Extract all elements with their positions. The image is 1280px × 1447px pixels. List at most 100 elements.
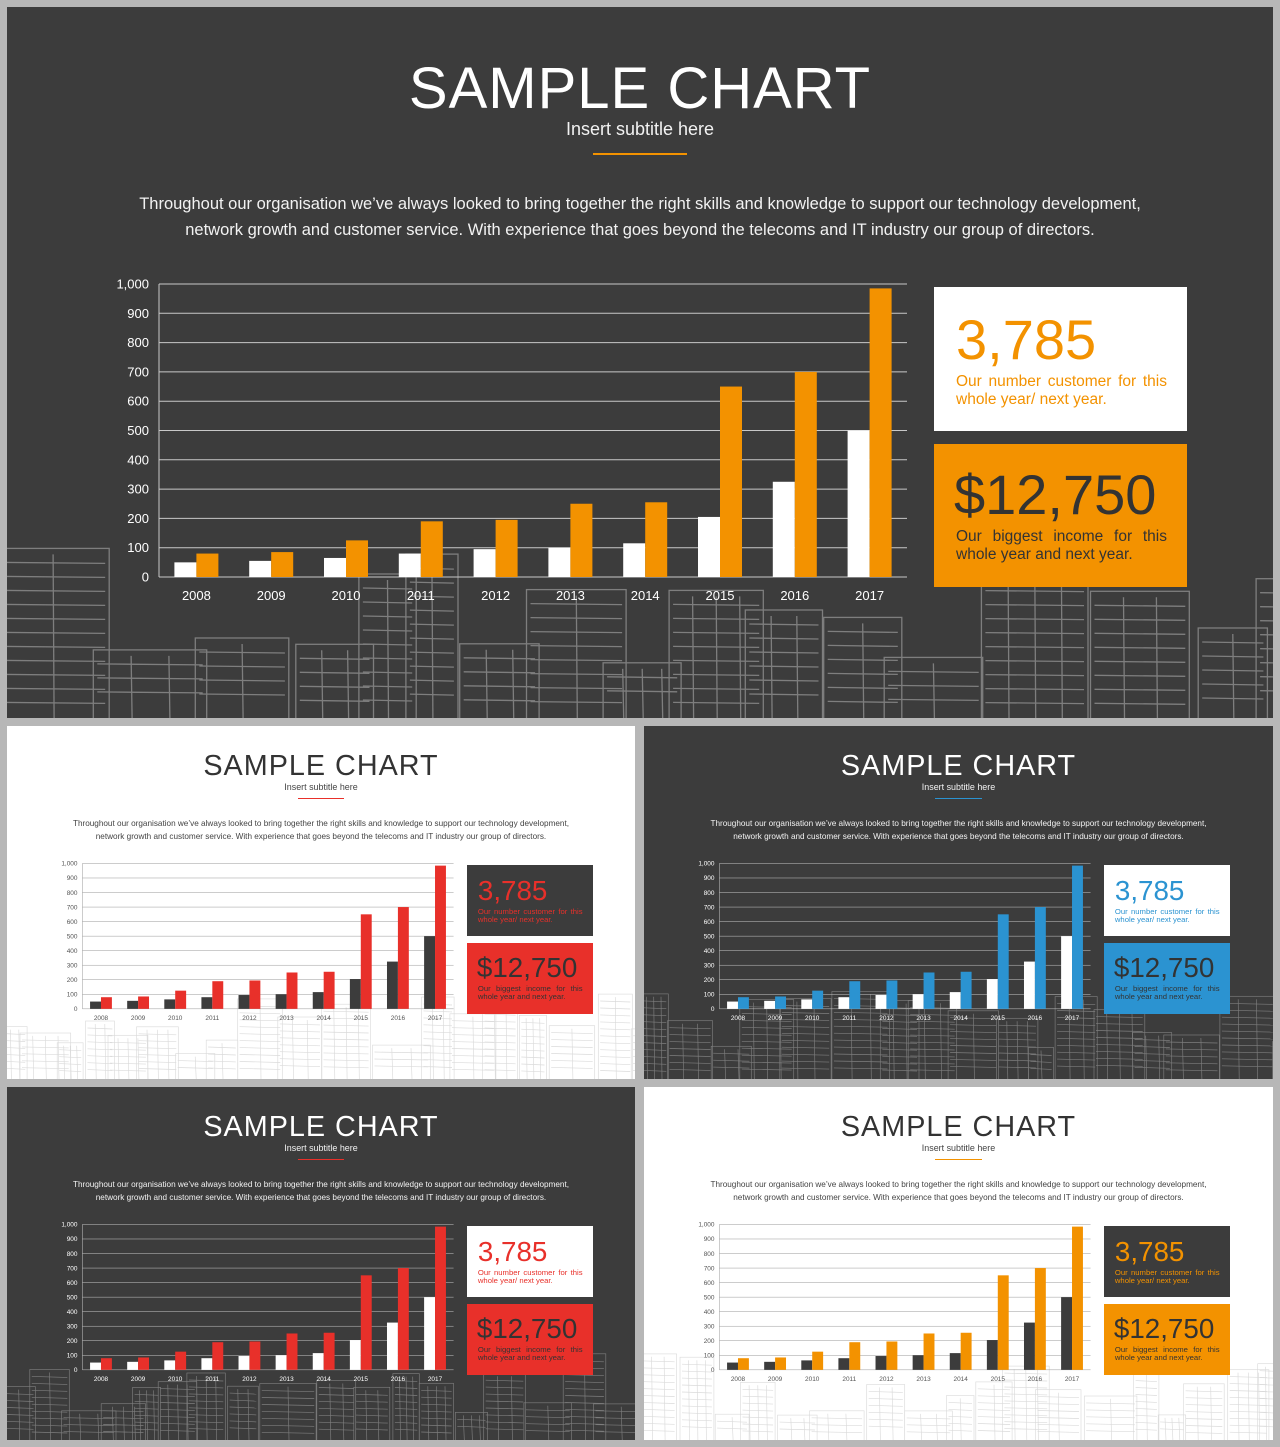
page-subtitle: Insert subtitle here [284, 781, 358, 792]
bar-series-1 [986, 979, 998, 1009]
stat-card-customers: 3,785 Our number customer for this whole … [466, 864, 593, 937]
bar-series-1 [201, 1358, 213, 1370]
slide-variant-dark-blue: 0 100 200 300 400 500 600 700 800 900 1,000 2008 200… [644, 726, 1273, 1079]
stat-card-customers: 3,785 Our number customer for this whole … [1103, 864, 1230, 937]
y-tick-label: 800 [127, 335, 149, 350]
bar-series-2 [249, 1341, 261, 1370]
bar-series-2 [212, 1342, 224, 1370]
bar-series-2 [869, 288, 892, 577]
stat-customers-value: 3,785 [1114, 874, 1185, 906]
bar-series-1 [164, 1360, 176, 1370]
page-subtitle: Insert subtitle here [921, 1142, 996, 1153]
y-tick-label: 600 [67, 919, 78, 926]
y-tick-label: 200 [704, 977, 715, 984]
bar-series-2 [1072, 1226, 1083, 1370]
y-tick-label: 0 [711, 1367, 715, 1374]
bar-series-2 [737, 1358, 749, 1370]
y-tick-label: 100 [67, 992, 78, 999]
bar-series-2 [138, 1357, 150, 1370]
bar-series-2 [720, 386, 742, 577]
bar-series-1 [764, 1361, 776, 1370]
y-tick-label: 0 [74, 1367, 78, 1374]
stat-income-text: Our biggest income for this whole year a… [477, 983, 583, 1002]
bar-series-1 [1061, 936, 1073, 1009]
bar-series-2 [812, 1351, 824, 1370]
bar-series-1 [324, 557, 346, 577]
x-tick-label: 2017 [428, 1376, 443, 1383]
bar-series-1 [349, 979, 361, 1009]
bar-series-2 [212, 981, 224, 1009]
x-tick-label: 2014 [631, 588, 660, 603]
x-tick-label: 2008 [94, 1376, 109, 1383]
x-tick-label: 2015 [706, 588, 735, 603]
x-tick-label: 2009 [131, 1015, 146, 1022]
chart-bars: 2008 2009 2010 2011 2012 2013 2014 2015 2016 2017 [90, 865, 446, 1022]
x-tick-label: 2014 [317, 1376, 332, 1383]
stat-card-income: $12,750 Our biggest income for this whole… [1103, 942, 1230, 1014]
y-tick-label: 700 [704, 904, 715, 911]
bar-series-1 [275, 1355, 287, 1370]
y-tick-label: 500 [67, 1294, 78, 1301]
stat-card-income: $12,750 Our biggest income for this whole… [1103, 1303, 1230, 1375]
x-tick-label: 2013 [916, 1376, 931, 1383]
stat-income-text: Our biggest income for this whole year a… [1114, 1344, 1220, 1363]
bar-series-2 [775, 996, 787, 1009]
bar-series-1 [912, 994, 924, 1009]
bar-series-1 [548, 547, 571, 577]
x-tick-label: 2008 [731, 1376, 746, 1383]
bar-series-2 [737, 997, 749, 1009]
y-tick-label: 300 [704, 1323, 715, 1330]
x-tick-label: 2009 [768, 1376, 783, 1383]
bar-series-1 [838, 997, 850, 1009]
slide-variant-white-red: 0 100 200 300 400 500 600 700 800 900 1,000 2008 200… [7, 726, 635, 1079]
bar-series-1 [847, 430, 870, 577]
bar-series-1 [238, 995, 250, 1009]
intro-paragraph: Throughout our organisation we’ve always… [139, 195, 1141, 240]
bar-series-1 [349, 1340, 361, 1370]
y-tick-label: 1,000 [698, 861, 715, 868]
x-tick-label: 2013 [556, 588, 585, 603]
page-title: SAMPLE CHART [203, 1110, 439, 1143]
page-subtitle: Insert subtitle here [565, 119, 715, 139]
y-tick-label: 0 [74, 1006, 78, 1013]
bar-series-2 [923, 1333, 935, 1370]
bar-series-1 [1061, 1297, 1073, 1370]
y-tick-label: 500 [67, 933, 78, 940]
y-tick-label: 700 [127, 364, 149, 379]
stat-customers-text: Our number customer for this whole year/… [477, 1267, 583, 1286]
bar-series-2 [849, 1342, 861, 1370]
y-tick-label: 1,000 [61, 1222, 78, 1229]
bar-series-2 [960, 1332, 972, 1370]
bar-series-1 [1023, 1322, 1035, 1370]
bar-series-1 [424, 936, 436, 1009]
x-tick-label: 2016 [1028, 1376, 1043, 1383]
x-tick-label: 2010 [805, 1015, 820, 1022]
bar-series-1 [312, 1353, 324, 1370]
x-tick-label: 2009 [131, 1376, 146, 1383]
bar-series-2 [196, 553, 219, 577]
bar-series-1 [90, 1362, 101, 1370]
slide-variant-dark-red: 0 100 200 300 400 500 600 700 800 900 1,000 2008 200… [7, 1087, 635, 1440]
y-tick-label: 600 [704, 1280, 715, 1287]
stat-card-customers: 3,785 Our number customer for this whole … [1103, 1225, 1230, 1298]
x-tick-label: 2015 [991, 1376, 1006, 1383]
y-tick-label: 1,000 [61, 861, 78, 868]
bar-series-2 [175, 1351, 187, 1370]
bar-series-1 [764, 1000, 776, 1009]
x-tick-label: 2014 [954, 1376, 969, 1383]
x-tick-label: 2010 [805, 1376, 820, 1383]
x-tick-label: 2015 [354, 1015, 369, 1022]
bar-series-2 [175, 990, 187, 1009]
bar-series-2 [100, 1358, 112, 1370]
stat-customers-value: 3,785 [956, 308, 1097, 371]
bar-series-2 [360, 914, 372, 1009]
y-tick-label: 500 [704, 1294, 715, 1301]
y-tick-label: 800 [704, 1251, 715, 1258]
bar-series-1 [386, 961, 398, 1009]
bar-series-1 [312, 992, 324, 1009]
bar-series-1 [949, 992, 961, 1009]
y-tick-label: 300 [127, 482, 149, 497]
y-tick-label: 600 [704, 919, 715, 926]
x-tick-label: 2014 [954, 1015, 969, 1022]
